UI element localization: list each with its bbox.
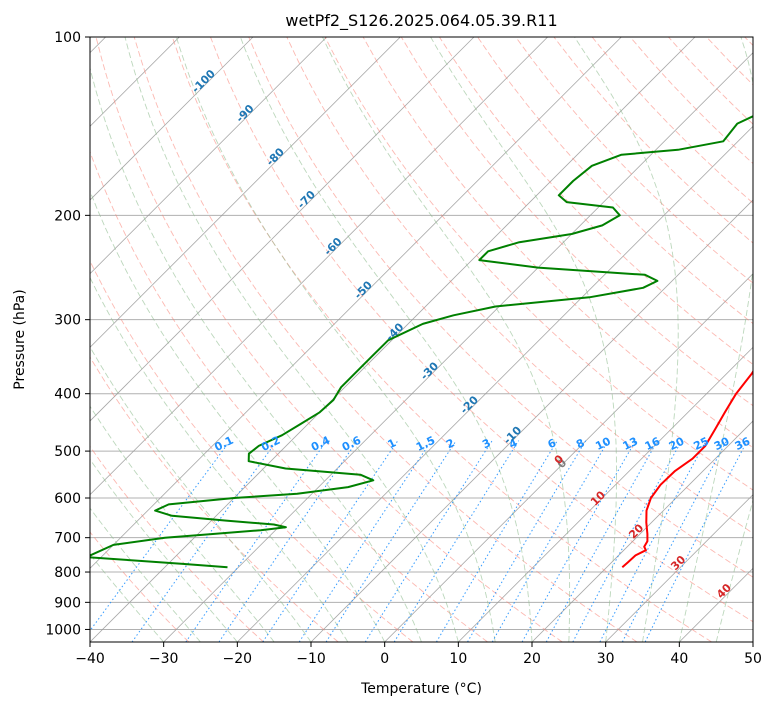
isotherm-line (384, 273, 753, 642)
y-tick-label: 900 (54, 595, 81, 611)
moist-adiabat-line (90, 190, 386, 642)
isotherm-line (605, 494, 753, 642)
x-tick-label: 0 (380, 651, 389, 667)
x-tick-label: −40 (75, 651, 105, 667)
dry-adiabat-line (90, 356, 339, 642)
dry-adiabat-line (133, 37, 638, 642)
mixing-ratio-line (364, 440, 493, 642)
x-tick-label: −20 (223, 651, 253, 667)
plot-background (90, 37, 753, 642)
mixing-ratio-label: 10 (593, 434, 613, 453)
background-grid (90, 37, 753, 642)
mixing-ratio-label: 16 (643, 434, 663, 453)
mixing-ratio-line (491, 440, 609, 642)
isotherm-line (752, 641, 753, 642)
moist-adiabat-line (175, 37, 496, 642)
dry-adiabat-line (210, 37, 753, 623)
dry-adiabat-line (286, 37, 753, 534)
dry-adiabat-line (90, 150, 488, 642)
y-tick-label: 300 (54, 313, 81, 329)
x-tick-label: −30 (149, 651, 179, 667)
dry-adiabat-line (90, 531, 190, 642)
mixing-ratio-line (467, 440, 587, 642)
y-tick-label: 1000 (45, 622, 81, 638)
isotherm-line (237, 125, 753, 642)
moist-adiabat-line (574, 37, 679, 642)
mixing-ratio-label: 25 (692, 435, 711, 453)
isotherm-line (90, 37, 475, 422)
mixing-ratio-line (262, 440, 399, 642)
mixing-ratio-label: 13 (621, 435, 640, 453)
dry-adiabat-line (95, 37, 563, 642)
chart-title: wetPf2_S126.2025.064.05.39.R11 (285, 11, 557, 31)
mixing-ratio-line (435, 440, 558, 642)
mixing-ratio-label: 30 (712, 434, 732, 453)
x-tick-label: 50 (744, 651, 762, 667)
moist-adiabat-line (90, 345, 312, 642)
x-tick-label: 30 (597, 651, 615, 667)
y-tick-label: 200 (54, 208, 81, 224)
moist-adiabat-line (322, 37, 571, 642)
plot-frame (89, 36, 754, 643)
y-tick-label: 800 (54, 565, 81, 581)
y-tick-label: 400 (54, 387, 81, 403)
moist-adiabat-line (90, 553, 165, 642)
mixing-ratio-line (325, 440, 457, 642)
isotherm-line (163, 52, 753, 642)
y-tick-label: 700 (54, 531, 81, 547)
mixing-ratio-line (644, 440, 748, 642)
dry-adiabat-line (439, 37, 753, 365)
isotherm-line (90, 37, 327, 275)
mixing-ratio-line (572, 440, 683, 642)
mixing-ratio-line (521, 440, 637, 642)
dry-adiabat-line (515, 37, 753, 284)
moist-adiabat-line (90, 405, 275, 642)
x-tick-label: 40 (670, 651, 688, 667)
x-axis-label: Temperature (°C) (360, 681, 482, 697)
moist-adiabat-line (124, 37, 459, 642)
temperature-profile-line (621, 369, 753, 568)
mixing-ratio-line (393, 440, 520, 642)
mixing-ratio-line (131, 440, 278, 642)
moist-adiabat-line (239, 37, 533, 642)
y-tick-label: 100 (54, 30, 81, 46)
dry-adiabat-line (90, 445, 264, 642)
dry-adiabat-line (400, 37, 753, 407)
isotherm-line (531, 420, 753, 642)
moist-adiabat-line (678, 37, 753, 642)
mixing-ratio-line (545, 440, 659, 642)
mixing-ratio-label: 20 (667, 434, 687, 453)
dry-adiabat-line (171, 37, 712, 642)
dry-adiabat-line (248, 37, 753, 578)
x-tick-label: −10 (296, 651, 326, 667)
moist-adiabat-line (90, 458, 238, 642)
y-tick-label: 500 (54, 444, 81, 460)
isotherm-line (90, 37, 401, 348)
moist-adiabat-line (90, 507, 201, 642)
isotherm-line (90, 37, 548, 496)
mixing-ratio-label: 36 (733, 434, 753, 453)
y-tick-label: 600 (54, 491, 81, 507)
isotherm-line (90, 37, 622, 569)
x-tick-label: 10 (449, 651, 467, 667)
dry-adiabat-line (90, 259, 414, 642)
x-tick-label: 20 (523, 651, 541, 667)
y-axis-label: Pressure (hPa) (12, 289, 28, 389)
moist-adiabat-line (90, 276, 349, 642)
mixing-ratio-line (185, 440, 328, 642)
moist-adiabat-line (752, 640, 753, 642)
dewpoint-profile-line (90, 115, 753, 569)
isotherm-line (90, 37, 254, 201)
data-layer (90, 115, 753, 569)
axes: −40 −30 −20 −10 0 10 20 30 40 50 100 200 300 400 500 60… (45, 30, 762, 667)
moist-adiabat-line (430, 37, 617, 642)
isotherm-line (458, 346, 753, 642)
moist-adiabat-line (90, 66, 422, 642)
mixing-ratio-line (298, 440, 432, 642)
